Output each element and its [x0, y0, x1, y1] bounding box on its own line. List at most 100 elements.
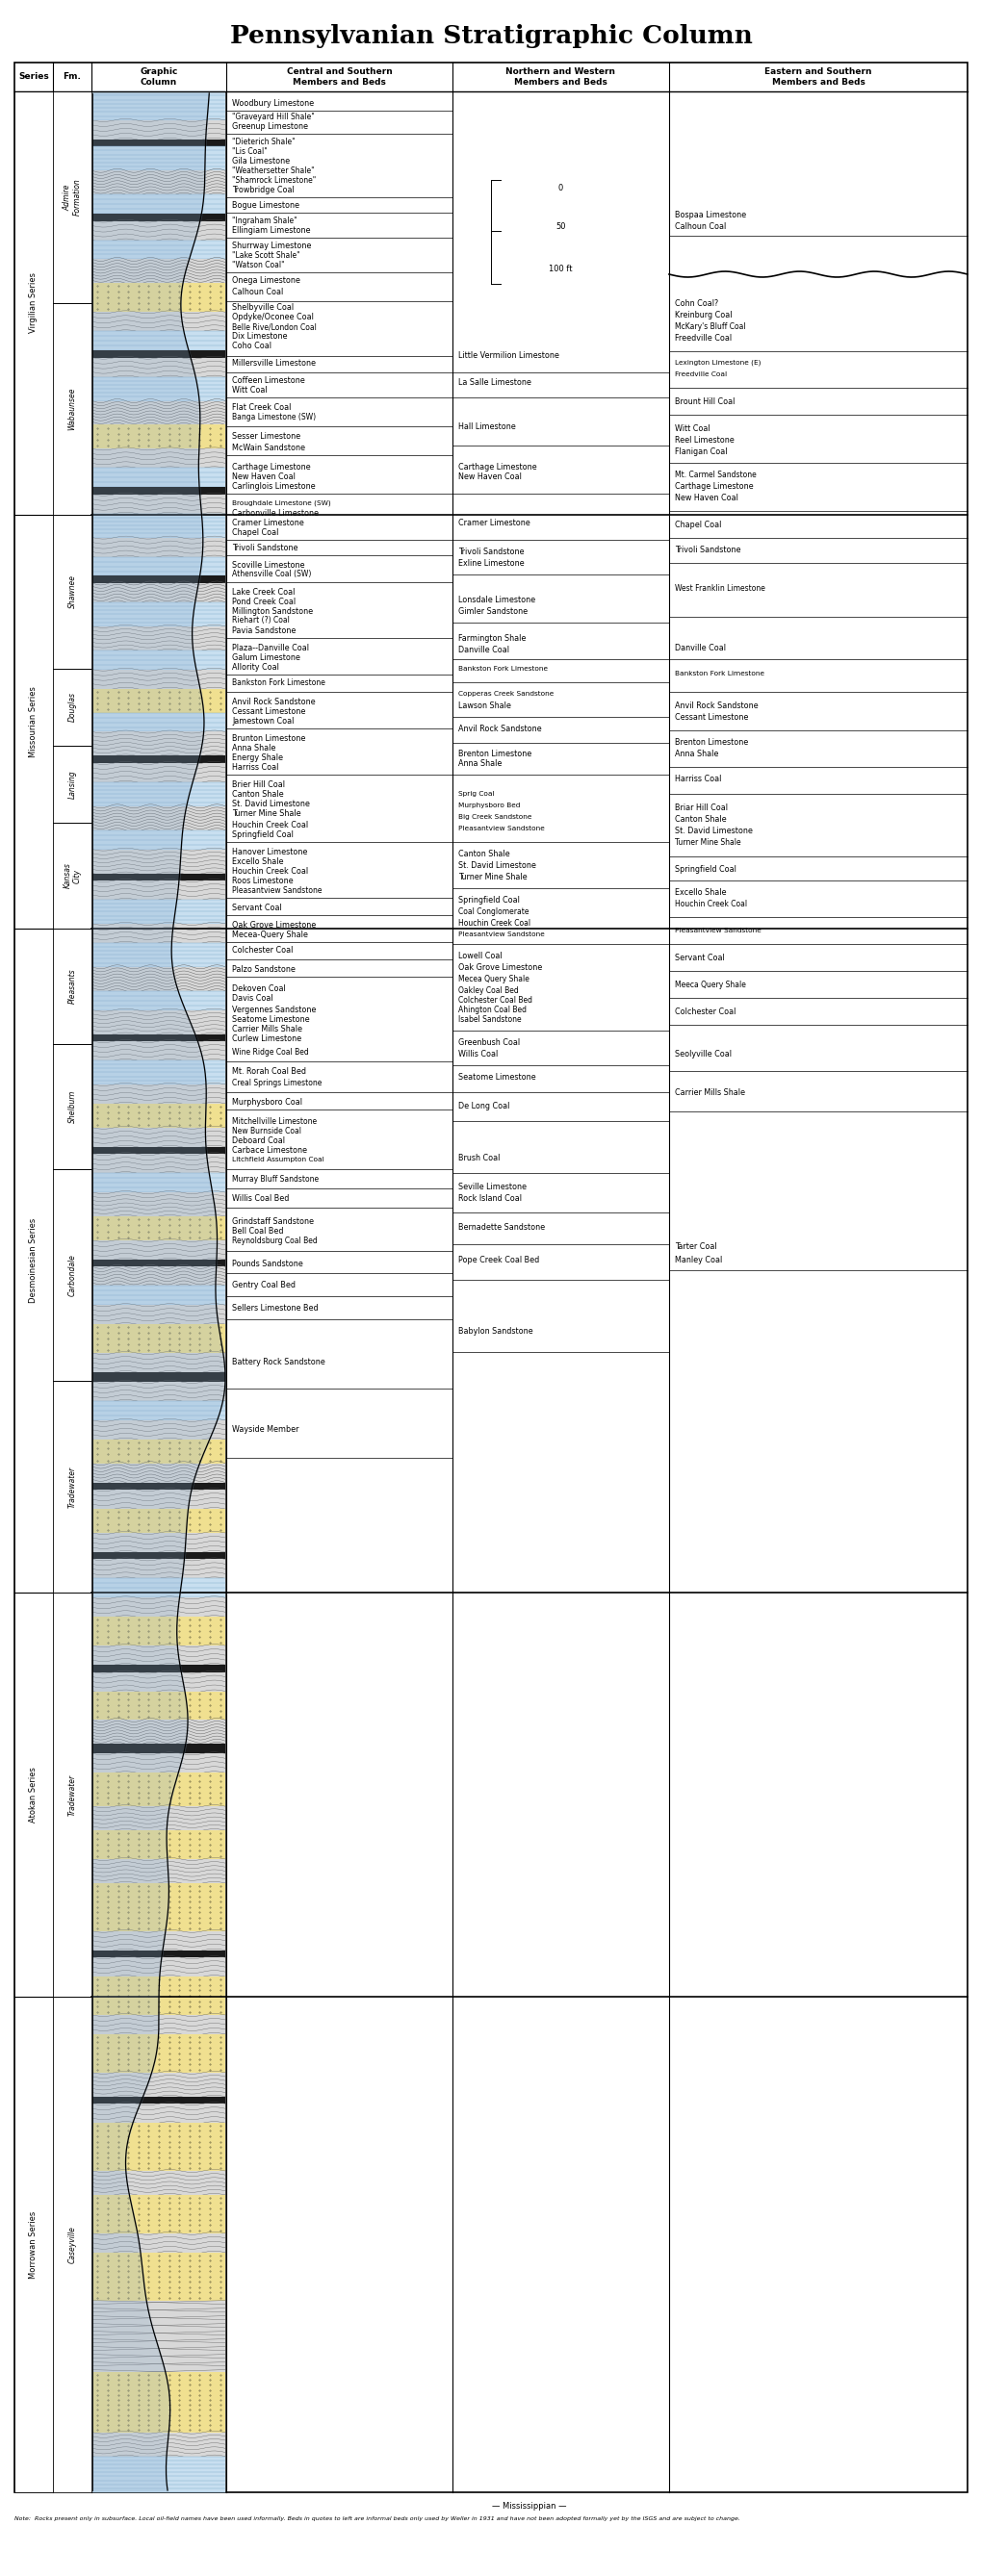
Text: Brier Hill Coal: Brier Hill Coal [232, 781, 284, 788]
Text: "Weathersetter Shale": "Weathersetter Shale" [232, 165, 314, 175]
Bar [92, 806, 225, 829]
Bar [92, 1618, 225, 1646]
Text: Lexington Limestone (E): Lexington Limestone (E) [674, 361, 760, 366]
Bar [15, 927, 53, 1592]
Text: Carbondale: Carbondale [68, 1255, 77, 1296]
Bar [92, 732, 225, 755]
Text: Belle Rive/London Coal: Belle Rive/London Coal [232, 322, 316, 332]
Text: Dix Limestone: Dix Limestone [232, 332, 287, 340]
Text: Reel Limestone: Reel Limestone [674, 435, 734, 443]
Text: McWain Sandstone: McWain Sandstone [232, 443, 305, 451]
Text: Pleasants: Pleasants [68, 969, 77, 1005]
Bar [92, 1744, 225, 1754]
Bar [92, 881, 225, 899]
Text: Shelburn: Shelburn [68, 1090, 77, 1123]
Text: Oakley Coal Bed: Oakley Coal Bed [458, 987, 518, 994]
Text: Chapel Coal: Chapel Coal [674, 520, 721, 528]
Text: Excello Shale: Excello Shale [232, 858, 284, 866]
Bar [92, 1381, 225, 1401]
Bar [92, 1721, 225, 1744]
Text: Seatome Limestone: Seatome Limestone [232, 1015, 309, 1025]
Text: New Burnside Coal: New Burnside Coal [232, 1126, 301, 1136]
Bar [92, 873, 225, 881]
Text: Little Vermilion Limestone: Little Vermilion Limestone [458, 353, 558, 361]
Bar [92, 2195, 225, 2233]
Bar [92, 1510, 225, 1533]
Text: Rock Island Coal: Rock Island Coal [458, 1193, 521, 1203]
Text: Riehart (?) Coal: Riehart (?) Coal [232, 616, 289, 626]
Text: Shawnee: Shawnee [68, 574, 77, 608]
Bar [92, 495, 225, 513]
Text: Davis Coal: Davis Coal [232, 994, 273, 1002]
Text: Excello Shale: Excello Shale [674, 889, 726, 896]
Text: Servant Coal: Servant Coal [674, 953, 724, 961]
Bar [92, 2432, 225, 2458]
Bar [92, 1597, 225, 1618]
Bar [92, 1463, 225, 1484]
Text: Anna Shale: Anna Shale [674, 750, 718, 760]
Text: Willis Coal Bed: Willis Coal Bed [232, 1193, 288, 1203]
Text: Roos Limestone: Roos Limestone [232, 876, 293, 884]
Text: Wabaunsee: Wabaunsee [68, 386, 77, 430]
Text: Coho Coal: Coho Coal [232, 343, 271, 350]
Text: Scoville Limestone: Scoville Limestone [232, 562, 304, 569]
Text: Bogue Limestone: Bogue Limestone [232, 201, 299, 209]
Text: Central and Southern
Members and Beds: Central and Southern Members and Beds [286, 67, 391, 88]
Bar [92, 358, 225, 376]
Text: Pleasantview Sandstone: Pleasantview Sandstone [674, 927, 760, 933]
Text: Canton Shale: Canton Shale [674, 817, 726, 824]
Bar [92, 1193, 225, 1216]
Text: Sesser Limestone: Sesser Limestone [232, 433, 300, 440]
Text: Cessant Limestone: Cessant Limestone [232, 706, 305, 716]
Bar [92, 1010, 225, 1033]
Bar [92, 714, 225, 732]
Text: Gentry Coal Bed: Gentry Coal Bed [232, 1280, 295, 1288]
Bar [15, 90, 53, 515]
Text: Banga Limestone (SW): Banga Limestone (SW) [232, 412, 316, 420]
Bar [92, 1084, 225, 1103]
Bar [92, 513, 225, 538]
Text: Douglas: Douglas [68, 693, 77, 721]
Bar [92, 2172, 225, 2195]
Bar [92, 1664, 225, 1672]
Text: Danville Coal: Danville Coal [458, 644, 509, 654]
Text: Trowbridge Coal: Trowbridge Coal [232, 185, 294, 193]
Text: Farmington Shale: Farmington Shale [458, 634, 526, 641]
Bar [92, 2300, 225, 2372]
Text: Bell Coal Bed: Bell Coal Bed [232, 1226, 284, 1236]
Text: Oak Grove Limestone: Oak Grove Limestone [232, 920, 316, 930]
Text: Mt. Carmel Sandstone: Mt. Carmel Sandstone [674, 469, 755, 479]
Text: Curlew Limestone: Curlew Limestone [232, 1036, 301, 1043]
Bar [92, 1146, 225, 1154]
Text: Bankston Fork Limestone: Bankston Fork Limestone [232, 680, 325, 688]
Text: St. David Limestone: St. David Limestone [458, 860, 536, 871]
Text: 0: 0 [558, 183, 563, 193]
Bar [92, 1976, 225, 2014]
Text: Turner Mine Shale: Turner Mine Shale [458, 873, 527, 881]
Bar [53, 822, 91, 927]
Text: Greenup Limestone: Greenup Limestone [232, 124, 308, 131]
Bar [92, 469, 225, 487]
Text: Anna Shale: Anna Shale [232, 744, 276, 752]
Bar [53, 304, 91, 515]
Bar [92, 222, 225, 240]
Bar [92, 1260, 225, 1267]
Bar [92, 1373, 225, 1381]
Text: Copperas Creek Sandstone: Copperas Creek Sandstone [458, 690, 553, 696]
Text: Mt. Rorah Coal Bed: Mt. Rorah Coal Bed [232, 1066, 306, 1074]
Text: Virgilian Series: Virgilian Series [29, 273, 38, 332]
Bar [92, 121, 225, 139]
Text: Note:  Rocks present only in subsurface. Local oil-field names have been used in: Note: Rocks present only in subsurface. … [15, 2517, 740, 2522]
Bar [92, 1672, 225, 1692]
Text: Cramer Limestone: Cramer Limestone [458, 518, 530, 528]
Bar [92, 1950, 225, 1958]
Bar [92, 2014, 225, 2035]
Text: Seville Limestone: Seville Limestone [458, 1182, 526, 1190]
Text: Vergennes Sandstone: Vergennes Sandstone [232, 1007, 316, 1015]
Bar [92, 649, 225, 670]
Text: Oak Grove Limestone: Oak Grove Limestone [458, 963, 542, 971]
Text: Manley Coal: Manley Coal [674, 1257, 722, 1265]
Text: Bospaa Limestone: Bospaa Limestone [674, 211, 746, 219]
Text: Pleasantview Sandstone: Pleasantview Sandstone [232, 886, 322, 894]
Bar [53, 1170, 91, 1381]
